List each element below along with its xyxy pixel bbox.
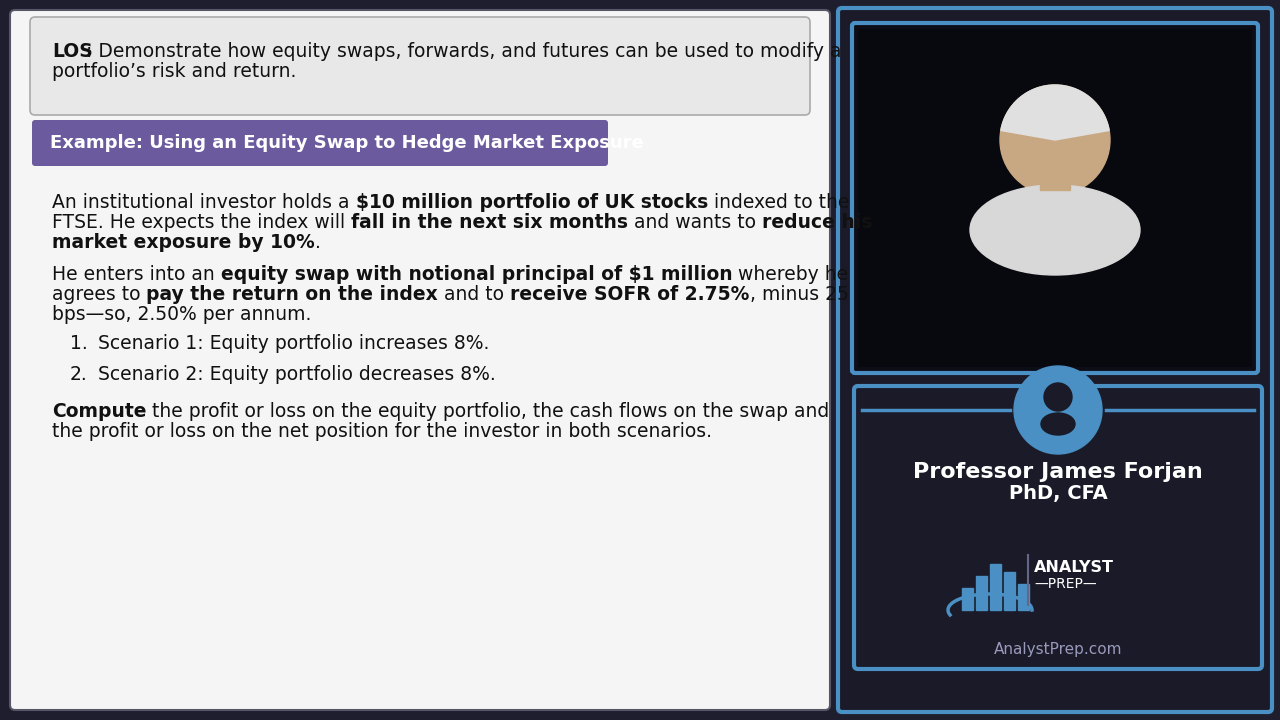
Text: , minus 25: , minus 25 (750, 285, 849, 304)
Text: 1.: 1. (70, 334, 88, 353)
Ellipse shape (1041, 413, 1075, 435)
Text: bps—so, 2.50% per annum.: bps—so, 2.50% per annum. (52, 305, 311, 324)
Text: AnalystPrep.com: AnalystPrep.com (993, 642, 1123, 657)
Text: and to: and to (438, 285, 511, 304)
Text: LOS: LOS (52, 42, 92, 61)
Text: pay the return on the index: pay the return on the index (146, 285, 438, 304)
Text: He enters into an: He enters into an (52, 265, 220, 284)
Bar (989, 564, 1001, 610)
Text: the profit or loss on the equity portfolio, the cash flows on the swap and: the profit or loss on the equity portfol… (146, 402, 829, 421)
Text: receive SOFR of 2.75%: receive SOFR of 2.75% (511, 285, 750, 304)
Text: portfolio’s risk and return.: portfolio’s risk and return. (52, 62, 297, 81)
Circle shape (1014, 366, 1102, 454)
FancyBboxPatch shape (10, 10, 829, 710)
Text: and wants to: and wants to (628, 213, 762, 232)
Bar (963, 588, 973, 610)
Ellipse shape (970, 185, 1140, 275)
FancyBboxPatch shape (852, 23, 1258, 373)
Text: An institutional investor holds a: An institutional investor holds a (52, 193, 356, 212)
Bar (1039, 150, 1070, 190)
Text: : Demonstrate how equity swaps, forwards, and futures can be used to modify a: : Demonstrate how equity swaps, forwards… (79, 42, 841, 61)
Text: Scenario 1: Equity portfolio increases 8%.: Scenario 1: Equity portfolio increases 8… (99, 334, 489, 353)
Text: the profit or loss on the net position for the investor in both scenarios.: the profit or loss on the net position f… (52, 422, 712, 441)
Text: agrees to: agrees to (52, 285, 146, 304)
FancyBboxPatch shape (29, 17, 810, 115)
Bar (1004, 572, 1015, 610)
FancyBboxPatch shape (858, 29, 1252, 367)
Text: market exposure by 10%: market exposure by 10% (52, 233, 315, 252)
Circle shape (1044, 383, 1073, 411)
FancyBboxPatch shape (32, 120, 608, 166)
Bar (1018, 584, 1029, 610)
FancyBboxPatch shape (838, 8, 1272, 712)
Text: $10 million portfolio of UK stocks: $10 million portfolio of UK stocks (356, 193, 708, 212)
Text: .: . (315, 233, 320, 252)
Text: PhD, CFA: PhD, CFA (1009, 484, 1107, 503)
Text: Example: Using an Equity Swap to Hedge Market Exposure: Example: Using an Equity Swap to Hedge M… (50, 134, 644, 152)
FancyBboxPatch shape (854, 386, 1262, 669)
Text: Scenario 2: Equity portfolio decreases 8%.: Scenario 2: Equity portfolio decreases 8… (99, 365, 495, 384)
Wedge shape (1001, 85, 1110, 140)
Text: equity swap with notional principal of $1 million: equity swap with notional principal of $… (220, 265, 732, 284)
Text: Compute: Compute (52, 402, 146, 421)
Circle shape (1000, 85, 1110, 195)
Text: FTSE. He expects the index will: FTSE. He expects the index will (52, 213, 351, 232)
Text: reduce his: reduce his (762, 213, 873, 232)
Text: 2.: 2. (70, 365, 88, 384)
Text: fall in the next six months: fall in the next six months (351, 213, 628, 232)
Text: indexed to the: indexed to the (708, 193, 849, 212)
Bar (977, 576, 987, 610)
Text: Professor James Forjan: Professor James Forjan (913, 462, 1203, 482)
Text: ANALYST: ANALYST (1034, 560, 1114, 575)
Text: whereby he: whereby he (732, 265, 849, 284)
Text: —PREP—: —PREP— (1034, 577, 1097, 591)
